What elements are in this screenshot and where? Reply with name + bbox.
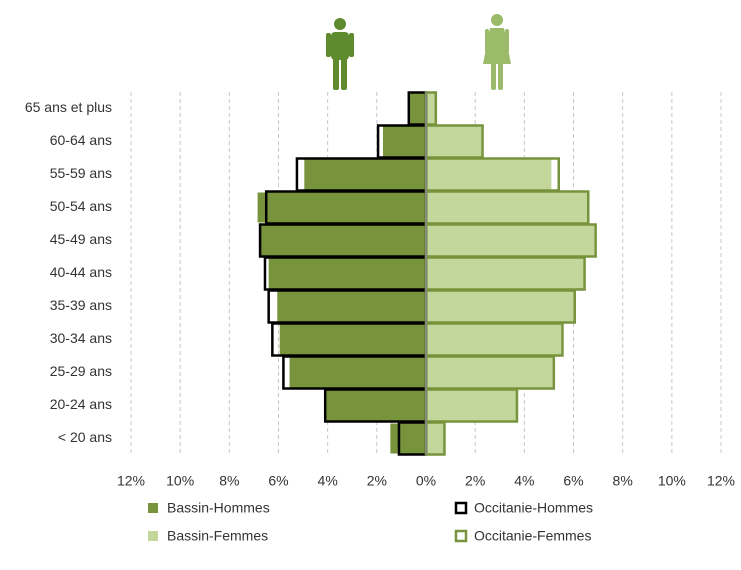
y-tick-label: 45-49 ans xyxy=(50,231,112,247)
y-tick-label: < 20 ans xyxy=(58,429,112,445)
y-tick-label: 55-59 ans xyxy=(50,165,112,181)
bar xyxy=(289,357,426,388)
legend-label: Bassin-Femmes xyxy=(167,528,268,544)
legend-swatch xyxy=(454,529,468,543)
bar xyxy=(426,291,574,322)
x-tick-label: 2% xyxy=(367,473,387,489)
legend-label: Occitanie-Femmes xyxy=(474,528,591,544)
bar xyxy=(426,126,483,157)
y-tick-label: 35-39 ans xyxy=(50,297,112,313)
y-tick-label: 65 ans et plus xyxy=(25,99,112,115)
y-tick-label: 40-44 ans xyxy=(50,264,112,280)
x-tick-label: 8% xyxy=(219,473,239,489)
bar xyxy=(257,192,426,223)
y-tick-label: 20-24 ans xyxy=(50,396,112,412)
x-tick-label: 6% xyxy=(268,473,288,489)
bar xyxy=(277,291,426,322)
bar xyxy=(426,225,595,256)
legend-swatch xyxy=(148,531,158,541)
x-tick-label: 2% xyxy=(465,473,485,489)
bar xyxy=(426,390,517,421)
x-tick-label: 4% xyxy=(514,473,534,489)
bar xyxy=(260,225,426,256)
x-tick-label: 0% xyxy=(416,473,436,489)
bar xyxy=(426,423,445,454)
x-tick-label: 4% xyxy=(318,473,338,489)
bar xyxy=(410,93,426,124)
bar xyxy=(390,423,426,454)
x-tick-label: 10% xyxy=(166,473,194,489)
y-tick-label: 30-34 ans xyxy=(50,330,112,346)
female-icon xyxy=(483,14,511,90)
bar xyxy=(382,126,426,157)
legend-swatch xyxy=(454,501,468,515)
male-icon xyxy=(326,18,354,90)
bar xyxy=(304,159,426,190)
bar xyxy=(426,192,588,223)
bar xyxy=(426,159,552,190)
x-tick-label: 8% xyxy=(613,473,633,489)
legend-label: Bassin-Hommes xyxy=(167,500,270,516)
x-tick-label: 12% xyxy=(707,473,735,489)
x-tick-label: 6% xyxy=(563,473,583,489)
bar xyxy=(326,390,426,421)
y-tick-label: 50-54 ans xyxy=(50,198,112,214)
x-tick-label: 10% xyxy=(658,473,686,489)
legend-swatch xyxy=(148,503,158,513)
y-tick-label: 25-29 ans xyxy=(50,363,112,379)
bar xyxy=(426,357,553,388)
bar xyxy=(426,258,585,289)
bar xyxy=(279,324,426,355)
bar xyxy=(268,258,426,289)
bar xyxy=(426,324,562,355)
y-tick-label: 60-64 ans xyxy=(50,132,112,148)
x-tick-label: 12% xyxy=(117,473,145,489)
bar xyxy=(426,93,436,124)
legend-label: Occitanie-Hommes xyxy=(474,500,593,516)
